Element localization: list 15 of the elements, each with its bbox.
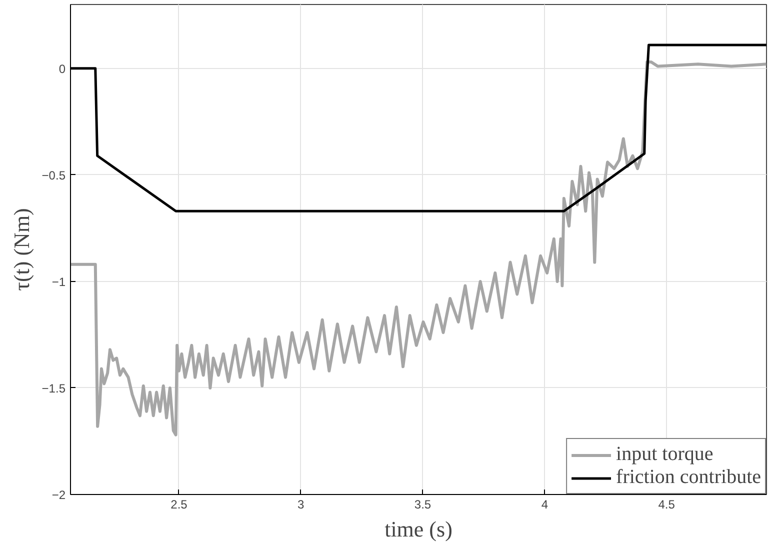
line-series: [70, 60, 766, 436]
legend-label: friction contribute: [616, 466, 761, 489]
y-tick-label: 0: [58, 62, 66, 76]
y-axis-title: τ(t) (Nm): [8, 208, 34, 291]
x-tick-label: 4.5: [658, 498, 676, 512]
y-tick-label: −1: [52, 274, 66, 289]
legend-label: input torque: [616, 443, 714, 466]
x-tick-label: 2.5: [170, 498, 188, 512]
y-tick-label: −1.5: [42, 381, 66, 396]
x-axis-title: time (s): [384, 516, 452, 542]
y-tick-label: −0.5: [42, 168, 66, 182]
y-tick-label: −2: [52, 488, 66, 502]
x-tick-label: 3.5: [414, 498, 432, 512]
x-tick-label: 3: [298, 498, 305, 512]
x-tick-label: 4: [541, 498, 548, 512]
